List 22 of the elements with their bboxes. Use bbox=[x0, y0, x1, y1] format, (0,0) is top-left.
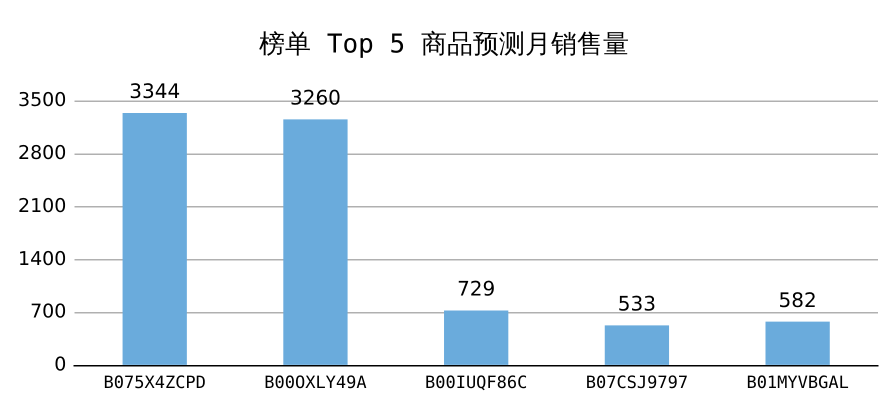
bar bbox=[122, 112, 187, 365]
chart-title: 榜单 Top 5 商品预测月销售量 bbox=[259, 29, 629, 60]
y-tick-label: 3500 bbox=[18, 89, 66, 112]
bar bbox=[765, 322, 830, 365]
bar bbox=[604, 325, 670, 365]
x-tick-label: B00IUQF86C bbox=[424, 373, 528, 394]
y-tick-label: 2100 bbox=[18, 194, 66, 217]
data-label: 533 bbox=[618, 292, 656, 316]
x-tick-label: B075X4ZCPD bbox=[104, 373, 206, 394]
data-label: 3344 bbox=[129, 79, 180, 104]
data-label: 3260 bbox=[290, 86, 341, 110]
bar bbox=[444, 310, 508, 365]
x-tick-label: B07CSJ9797 bbox=[586, 373, 688, 394]
data-label: 582 bbox=[778, 288, 817, 312]
x-tick-label: B01MYVBGAL bbox=[746, 373, 849, 394]
data-label: 729 bbox=[457, 276, 496, 301]
y-tick-label: 700 bbox=[30, 300, 66, 323]
y-tick-label: 0 bbox=[54, 354, 66, 376]
bar bbox=[283, 119, 348, 365]
y-tick-label: 1400 bbox=[18, 248, 66, 270]
y-tick-label: 2800 bbox=[18, 142, 66, 164]
x-tick-label: B00OXLY49A bbox=[264, 373, 367, 394]
